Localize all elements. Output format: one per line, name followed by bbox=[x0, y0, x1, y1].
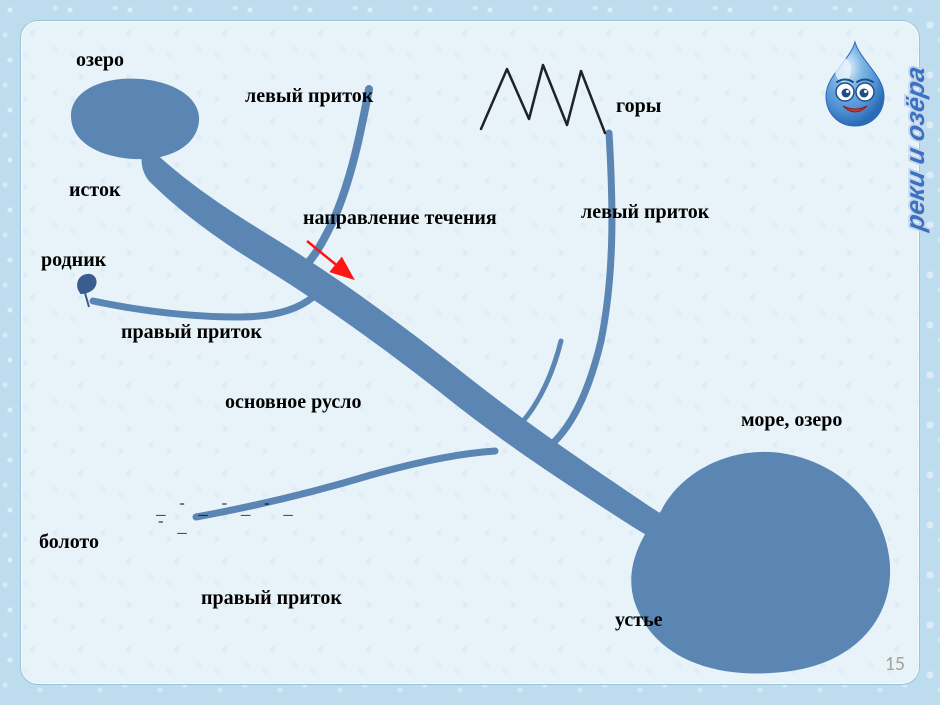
sea-shape bbox=[631, 452, 890, 674]
lake-shape bbox=[71, 79, 199, 160]
right-tributary-1 bbox=[93, 297, 313, 317]
label-sea-lake: море, озеро bbox=[741, 409, 842, 432]
label-lake: озеро bbox=[76, 49, 124, 72]
side-title-text: реки и озёра bbox=[900, 64, 930, 234]
diagram-panel: озеро левый приток горы исток направлени… bbox=[20, 20, 920, 685]
label-main-channel: основное русло bbox=[225, 391, 361, 414]
label-mountains: горы bbox=[616, 95, 661, 118]
left-tributary-2-branch bbox=[511, 341, 561, 433]
label-flow-direction: направление течения bbox=[303, 207, 497, 230]
flow-arrow bbox=[307, 241, 351, 277]
slide-root: озеро левый приток горы исток направлени… bbox=[0, 0, 940, 705]
swamp-marks-2: ˉ _ bbox=[156, 519, 188, 537]
label-spring: родник bbox=[41, 249, 106, 272]
svg-text:реки и озёра: реки и озёра bbox=[900, 64, 930, 234]
river-diagram bbox=[21, 21, 919, 684]
label-source: исток bbox=[69, 179, 120, 202]
page-number: 15 bbox=[885, 652, 905, 676]
label-mouth: устье bbox=[615, 609, 663, 632]
mountains-icon bbox=[481, 65, 605, 133]
label-right-tributary-2: правый приток bbox=[201, 587, 342, 610]
side-title: реки и озёра реки и озёра bbox=[884, 60, 940, 240]
label-left-tributary-1: левый приток bbox=[245, 85, 373, 108]
left-tributary-2 bbox=[551, 133, 612, 445]
swamp-marks-1: _ ˉ _ ˉ _ ˉ _ bbox=[156, 501, 294, 519]
label-left-tributary-2: левый приток bbox=[581, 201, 709, 224]
label-right-tributary-1: правый приток bbox=[121, 321, 262, 344]
label-swamp: болото bbox=[39, 531, 99, 554]
left-tributary-1 bbox=[297, 89, 369, 273]
water-drop-mascot bbox=[820, 40, 890, 128]
spring-icon bbox=[78, 275, 95, 307]
